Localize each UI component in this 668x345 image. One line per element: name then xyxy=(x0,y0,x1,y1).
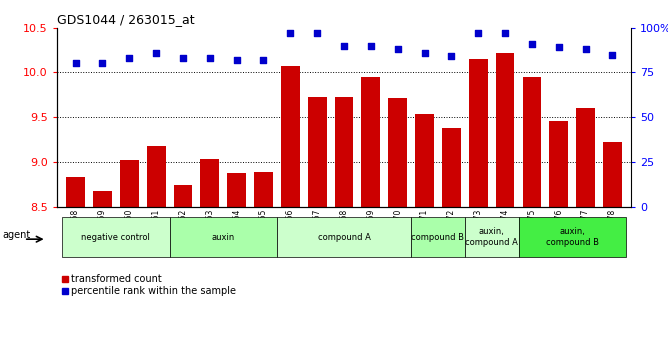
Bar xyxy=(415,114,434,345)
Bar xyxy=(603,142,622,345)
Text: agent: agent xyxy=(3,230,31,240)
Bar xyxy=(361,77,380,345)
Bar xyxy=(411,217,465,257)
Point xyxy=(231,57,242,63)
Point xyxy=(365,43,376,48)
Bar xyxy=(93,191,112,345)
Point xyxy=(285,30,296,36)
Point xyxy=(70,61,81,66)
Bar xyxy=(227,173,246,345)
Bar xyxy=(496,53,514,345)
Point xyxy=(473,30,484,36)
Bar xyxy=(335,97,353,345)
Text: negative control: negative control xyxy=(81,233,150,242)
Point xyxy=(553,45,564,50)
Bar xyxy=(308,97,327,345)
Bar xyxy=(254,172,273,345)
Point xyxy=(446,53,457,59)
Bar xyxy=(576,108,595,345)
Bar xyxy=(174,185,192,345)
Point xyxy=(151,50,162,56)
Bar xyxy=(518,217,626,257)
Bar xyxy=(200,159,219,345)
Bar xyxy=(147,146,166,345)
Bar xyxy=(522,77,541,345)
Bar xyxy=(465,217,518,257)
Point xyxy=(258,57,269,63)
Point xyxy=(500,30,510,36)
Text: compound B: compound B xyxy=(411,233,464,242)
Bar xyxy=(549,121,568,345)
Bar xyxy=(388,98,407,345)
Point xyxy=(124,55,135,61)
Point xyxy=(97,61,108,66)
Legend: transformed count, percentile rank within the sample: transformed count, percentile rank withi… xyxy=(61,274,236,296)
Bar xyxy=(277,217,411,257)
Point xyxy=(526,41,537,47)
Bar xyxy=(442,128,461,345)
Bar xyxy=(120,160,139,345)
Text: GDS1044 / 263015_at: GDS1044 / 263015_at xyxy=(57,13,194,27)
Point xyxy=(580,46,591,52)
Point xyxy=(178,55,188,61)
Bar xyxy=(170,217,277,257)
Bar xyxy=(469,59,488,345)
Text: compound A: compound A xyxy=(317,233,371,242)
Text: auxin: auxin xyxy=(212,233,235,242)
Point xyxy=(607,52,618,57)
Bar xyxy=(281,66,300,345)
Text: auxin,
compound B: auxin, compound B xyxy=(546,227,599,247)
Point xyxy=(339,43,349,48)
Point xyxy=(420,50,430,56)
Bar xyxy=(66,177,85,345)
Point xyxy=(312,30,323,36)
Text: auxin,
compound A: auxin, compound A xyxy=(465,227,518,247)
Bar xyxy=(62,217,170,257)
Point xyxy=(392,46,403,52)
Point xyxy=(204,55,215,61)
